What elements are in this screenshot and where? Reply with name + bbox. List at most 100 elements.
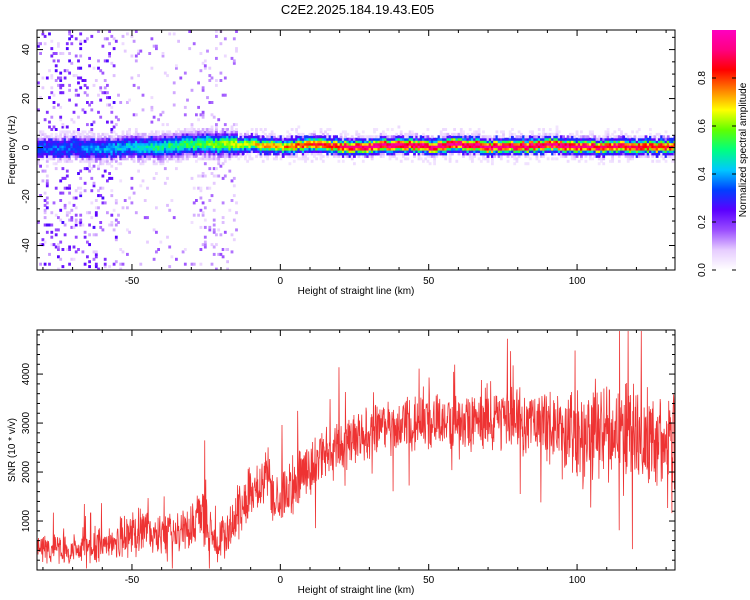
- spectrogram-cell: [386, 142, 390, 146]
- spectrogram-cell: [548, 142, 552, 146]
- spectrogram-cell: [402, 140, 405, 144]
- spectrogram-cell: [444, 147, 448, 151]
- spectrogram-cell: [112, 154, 116, 158]
- spectrogram-cell: [183, 140, 187, 144]
- spectrogram-cell: [528, 130, 532, 134]
- spectrogram-cell: [192, 142, 196, 146]
- spectrogram-cell: [471, 157, 474, 161]
- spectrogram-cell: [504, 142, 508, 146]
- spectrogram-cell: [83, 145, 87, 149]
- spectrogram-cell: [326, 154, 330, 158]
- spectrogram-cell: [442, 150, 445, 153]
- spectrogram-cell: [79, 137, 83, 141]
- spectrogram-cell: [515, 150, 519, 153]
- spectrogram-cell: [110, 140, 114, 144]
- spectrogram-cell: [499, 130, 503, 134]
- spectrogram-cell: [197, 150, 200, 153]
- spectrogram-cell: [161, 162, 165, 166]
- spectrogram-cell: [201, 113, 205, 117]
- spectrogram-cell: [437, 145, 441, 149]
- spectrogram-cell: [228, 132, 232, 136]
- spectrogram-cell: [232, 130, 236, 134]
- spectrogram-cell: [188, 142, 192, 146]
- spectrogram-cell: [230, 145, 234, 149]
- spectrogram-cell: [143, 199, 147, 202]
- spectrogram-cell: [141, 159, 145, 163]
- spectrogram-cell: [259, 128, 263, 131]
- spectrogram-cell: [591, 135, 594, 139]
- spectrogram-cell: [395, 145, 399, 149]
- spectrogram-cell: [417, 150, 421, 153]
- spectrogram-cell: [264, 142, 267, 146]
- spectrogram-cell: [117, 93, 120, 97]
- spectrogram-cell: [350, 154, 354, 158]
- spectrogram-cell: [566, 137, 570, 141]
- spectrogram-cell: [52, 105, 56, 109]
- spectrogram-cell: [593, 154, 597, 158]
- spectrogram-cell: [297, 157, 301, 161]
- spectrogram-cell: [150, 108, 154, 112]
- spectrogram-cell: [223, 150, 227, 153]
- spectrogram-cell: [203, 142, 207, 146]
- spectrogram-cell: [295, 147, 298, 151]
- spectrogram-cell: [99, 225, 103, 229]
- spectrogram-cell: [59, 105, 63, 109]
- spectrogram-cell: [568, 140, 572, 144]
- spectrogram-cell: [666, 152, 670, 156]
- spectrogram-cell: [646, 145, 650, 149]
- spectrogram-cell: [101, 132, 105, 136]
- spectrogram-cell: [157, 137, 160, 141]
- spectrogram-cell: [110, 147, 114, 151]
- spectrogram-cell: [255, 142, 258, 146]
- spectrogram-cell: [206, 128, 209, 131]
- spectrogram-cell: [246, 159, 249, 163]
- spectrogram-cell: [41, 137, 45, 141]
- spectrogram-cell: [241, 140, 245, 144]
- spectrogram-cell: [313, 145, 316, 149]
- spectrogram-cell: [484, 152, 488, 156]
- spectrogram-cell: [379, 150, 383, 153]
- spectrogram-cell: [557, 130, 561, 134]
- spectrogram-cell: [649, 147, 652, 151]
- spectrogram-cell: [582, 150, 586, 153]
- spectrogram-cell: [415, 140, 419, 144]
- spectrogram-cell: [117, 213, 120, 217]
- spectrogram-cell: [533, 147, 537, 151]
- spectrogram-cell: [310, 145, 314, 149]
- spectrogram-cell: [649, 132, 652, 136]
- spectrogram-cell: [112, 228, 116, 232]
- spectrogram-cell: [433, 142, 436, 146]
- spectrogram-cell: [223, 230, 227, 234]
- spectrogram-cell: [395, 132, 399, 136]
- spectrogram-cell: [239, 154, 243, 158]
- spectrogram-cell: [177, 39, 180, 43]
- spectrogram-cell: [653, 142, 657, 146]
- spectrogram-cell: [499, 145, 503, 149]
- spectrogram-cell: [502, 145, 505, 149]
- spectrogram-cell: [600, 159, 603, 163]
- spectrogram-cell: [57, 103, 60, 107]
- spectrogram-cell: [190, 88, 194, 92]
- spectrogram-cell: [453, 147, 456, 151]
- spectrogram-cell: [37, 137, 40, 141]
- spectrogram-cell: [544, 152, 548, 156]
- spectrogram-cell: [535, 135, 539, 139]
- spectrogram-cell: [177, 157, 180, 161]
- spectrogram-cell: [150, 142, 154, 146]
- spectrogram-cell: [210, 172, 214, 175]
- spectrogram-cell: [602, 137, 606, 141]
- spectrogram-cell: [61, 248, 65, 251]
- spectrogram-cell: [488, 135, 492, 139]
- spectrogram-cell: [268, 152, 272, 156]
- spectrogram-cell: [94, 233, 98, 237]
- spectrogram-cell: [157, 145, 160, 149]
- spectrogram-cell: [86, 142, 89, 146]
- spectrogram-cell: [252, 132, 256, 136]
- spectrogram-cell: [215, 30, 218, 33]
- spectrogram-cell: [232, 145, 236, 149]
- spectrogram-cell: [159, 137, 163, 141]
- spectrogram-cell: [219, 42, 223, 46]
- spectrogram-cell: [586, 150, 590, 153]
- spectrogram-cell: [555, 125, 559, 129]
